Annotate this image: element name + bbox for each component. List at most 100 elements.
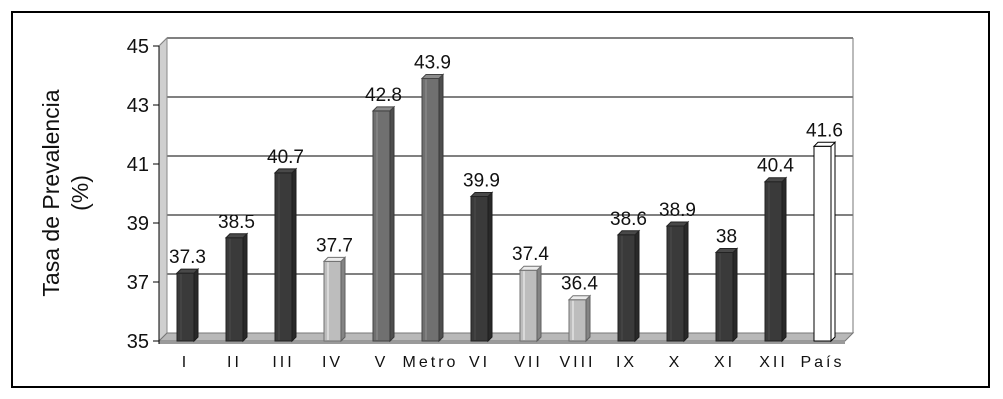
bar-top [714,248,739,253]
bar-top [567,295,592,301]
category-label: II [227,354,242,371]
value-label: 40.4 [757,156,794,177]
bar-front [666,225,685,342]
bar-highlight [229,238,231,340]
category-label: III [272,354,294,371]
bar-VIII [567,294,592,343]
bar-highlight [768,182,770,340]
bar-VI [469,191,494,343]
bar-side [634,229,640,343]
bar-highlight [523,271,525,340]
value-label: 42.8 [365,85,402,106]
category-label: IX [616,354,637,371]
bar-side [683,220,689,343]
bar-XII [763,176,788,343]
bar-side [193,267,199,343]
bar-side [781,176,787,343]
bar-highlight [376,111,378,341]
y-tick-label: 43 [127,95,149,117]
y-tick-label: 35 [127,331,149,353]
bar-II [224,232,249,343]
bar-highlight [278,173,280,340]
bar-top [763,177,788,183]
bars [175,73,837,343]
category-label: VII [514,354,543,371]
bar-IX [616,229,641,343]
floor [157,332,855,342]
bar-side [487,191,493,343]
bar-side [732,247,738,343]
bar-highlight [327,262,329,340]
bar-highlight [474,197,476,340]
bar-front [421,77,440,342]
bar-top [420,73,445,79]
bar-front [225,237,244,342]
category-label: V [375,354,389,371]
bar-País [812,141,837,343]
bar-side [340,256,346,343]
bar-XI [714,247,739,343]
value-labels: 37.3 38.5 40.7 37.7 42.8 43.9 39.9 37.4 36.4 38.6… [169,52,843,294]
bar-IV [322,256,347,343]
value-label: 43.9 [414,52,451,73]
tick-labels: 35 37 39 41 43 45 [127,36,149,353]
bar-V [371,105,396,343]
bar-front [519,269,538,342]
category-label: País [800,354,844,371]
bar-top [812,141,837,147]
bar-front [176,272,195,342]
side-wall [158,36,168,343]
bar-highlight [425,79,427,340]
bar-top [371,106,396,112]
bar-side [536,264,542,343]
bar-side [438,73,444,343]
value-label: 40.7 [267,147,304,168]
bar-top [469,191,494,197]
value-label: 39.9 [463,170,500,191]
bar-Metro [420,73,445,343]
value-label: 36.4 [561,274,598,295]
category-label: VI [469,354,490,371]
value-label: 37.7 [316,235,353,256]
value-label: 38.9 [659,200,696,221]
bar-top [273,168,298,174]
bar-front [617,234,636,342]
bar-side [389,105,395,343]
bar-top [518,265,543,271]
bar-highlight [621,235,623,340]
bar-top [175,268,200,274]
bar-VII [518,264,543,343]
category-label: IV [322,354,343,371]
bar-top [224,233,249,239]
bar-side [242,232,248,343]
bar-front [568,299,587,342]
value-label: 38.6 [610,209,647,230]
bar-highlight [670,226,672,340]
bar-top [665,221,690,227]
y-axis-title-unit: (%) [67,175,93,211]
category-label: VIII [559,354,595,371]
y-tick-label: 45 [127,36,149,58]
bar-front [813,145,832,342]
y-axis-title: Tasa de Prevalencia [38,89,64,296]
bar-front [470,195,489,342]
bar-side [830,141,836,343]
grid-lines [158,37,853,342]
bar-III [273,167,298,343]
bar-highlight [180,274,182,340]
category-label: I [182,354,189,371]
bar-top [322,256,347,262]
bar-side [291,167,297,343]
bar-front [274,172,293,342]
bar-chart: 37.3 38.5 40.7 37.7 42.8 43.9 39.9 37.4 36.4 38.6… [38,36,855,371]
bar-front [372,110,391,342]
value-label: 37.3 [169,247,206,268]
bar-front [764,181,783,342]
y-tick-label: 37 [127,272,149,294]
bar-I [175,267,200,343]
y-tick-label: 39 [127,213,149,235]
chart-frame: 37.3 38.5 40.7 37.7 42.8 43.9 39.9 37.4 36.4 38.6… [11,11,990,388]
category-label: XI [714,354,735,371]
bar-highlight [572,300,574,340]
value-label: 38 [716,227,737,248]
